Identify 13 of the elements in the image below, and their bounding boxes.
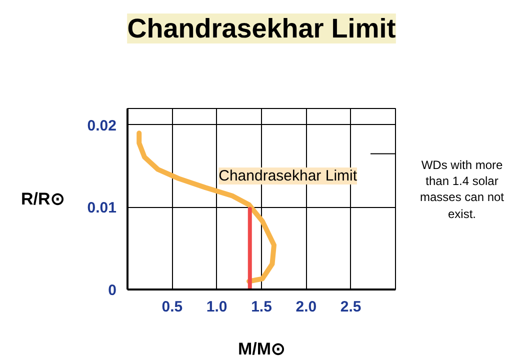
y-tick-label: 0	[108, 282, 116, 299]
x-tick-label: 0.5	[162, 298, 183, 316]
annotation: Chandrasekhar Limit	[218, 167, 358, 184]
y-axis-title: R/R⊙	[21, 190, 64, 208]
x-tick-label: 1.0	[206, 298, 228, 316]
x-axis-title: M/M⊙	[238, 340, 286, 358]
text: WDs with more than 1.4 solar masses can not exist.	[418, 157, 506, 222]
x-tick-label: 2.5	[340, 298, 362, 316]
y-tick-label: 0.01	[87, 200, 117, 217]
chart-title: Chandrasekhar Limit	[127, 14, 396, 44]
x-tick-label: 1.5	[251, 298, 272, 316]
y-tick-label: 0.02	[87, 117, 117, 134]
x-tick-label: 2.0	[296, 298, 317, 316]
